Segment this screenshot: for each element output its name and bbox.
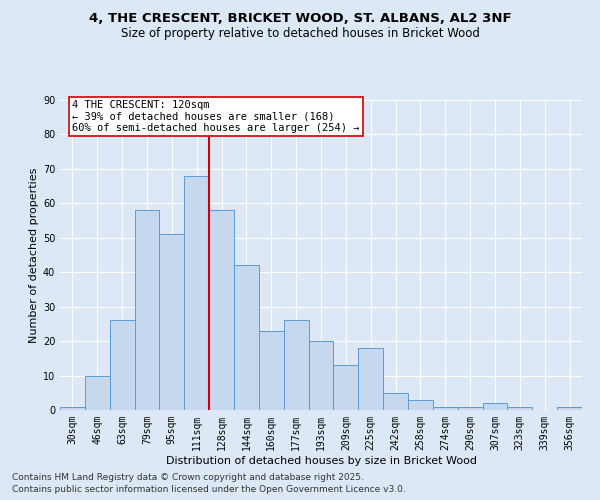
- Bar: [134, 210, 160, 410]
- Text: Size of property relative to detached houses in Bricket Wood: Size of property relative to detached ho…: [121, 28, 479, 40]
- Bar: [110, 320, 134, 410]
- Bar: [358, 348, 383, 410]
- Bar: [160, 234, 184, 410]
- Bar: [508, 406, 532, 410]
- Text: Contains HM Land Registry data © Crown copyright and database right 2025.: Contains HM Land Registry data © Crown c…: [12, 472, 364, 482]
- Bar: [408, 400, 433, 410]
- Bar: [482, 403, 508, 410]
- Bar: [383, 393, 408, 410]
- Bar: [458, 406, 482, 410]
- Bar: [259, 331, 284, 410]
- Text: Contains public sector information licensed under the Open Government Licence v3: Contains public sector information licen…: [12, 485, 406, 494]
- Bar: [284, 320, 308, 410]
- Text: 4 THE CRESCENT: 120sqm
← 39% of detached houses are smaller (168)
60% of semi-de: 4 THE CRESCENT: 120sqm ← 39% of detached…: [73, 100, 360, 133]
- Bar: [334, 365, 358, 410]
- Bar: [234, 266, 259, 410]
- Bar: [184, 176, 209, 410]
- Bar: [209, 210, 234, 410]
- Bar: [85, 376, 110, 410]
- X-axis label: Distribution of detached houses by size in Bricket Wood: Distribution of detached houses by size …: [166, 456, 476, 466]
- Bar: [433, 406, 458, 410]
- Y-axis label: Number of detached properties: Number of detached properties: [29, 168, 38, 342]
- Bar: [557, 406, 582, 410]
- Bar: [60, 406, 85, 410]
- Text: 4, THE CRESCENT, BRICKET WOOD, ST. ALBANS, AL2 3NF: 4, THE CRESCENT, BRICKET WOOD, ST. ALBAN…: [89, 12, 511, 26]
- Bar: [308, 341, 334, 410]
